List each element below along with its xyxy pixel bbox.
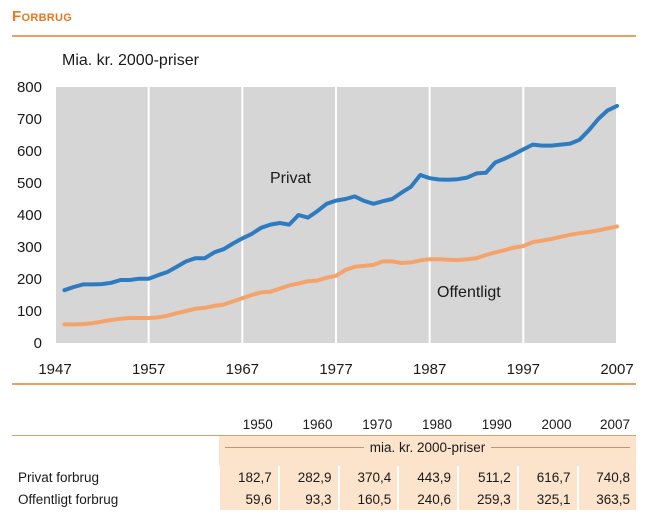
year-header: 1990 [458, 413, 518, 436]
unit-row-spacer [12, 436, 219, 467]
table-cell: 363,5 [576, 488, 636, 510]
table-cell: 93,3 [277, 488, 339, 510]
table-cell: 282,9 [277, 466, 339, 488]
y-tick-label: 100 [17, 303, 42, 320]
x-tick-label: 1967 [226, 361, 259, 378]
x-tick-label: 1947 [38, 361, 71, 378]
year-header: 2007 [577, 413, 636, 436]
table-header-row: 1950 1960 1970 1980 1990 2000 2007 [12, 413, 636, 436]
series-lines [62, 103, 619, 327]
series-label-offentligt: Offentligt [437, 284, 501, 301]
x-tick-label: 1957 [132, 361, 165, 378]
unit-row-cell: mia. kr. 2000-priser [219, 435, 636, 466]
x-tick-label: 1987 [413, 361, 446, 378]
y-tick-label: 300 [17, 239, 42, 256]
consumption-table: 1950 1960 1970 1980 1990 2000 2007 mia. … [12, 413, 636, 510]
grid-lines [54, 87, 618, 343]
x-tick-label: 1997 [507, 361, 540, 378]
unit-row: mia. kr. 2000-priser [12, 435, 636, 467]
y-axis-label: Mia. kr. 2000-priser [62, 52, 199, 69]
table-cell: 59,6 [218, 488, 279, 510]
y-tick-label: 800 [17, 79, 42, 96]
series-label-privat: Privat [270, 170, 311, 187]
row-label: Offentligt forbrug [18, 491, 119, 507]
table-cell: 370,4 [337, 466, 399, 488]
table-cell: 240,6 [397, 488, 458, 510]
year-header: 1960 [278, 413, 339, 436]
y-tick-label: 700 [17, 111, 42, 128]
table-cell: 616,7 [516, 466, 578, 488]
y-tick-label: 600 [17, 143, 42, 160]
heading-divider [12, 35, 636, 37]
section-heading: Forbrug [12, 8, 73, 25]
year-header: 1950 [219, 413, 279, 436]
y-tick-label: 500 [17, 175, 42, 192]
x-tick-labels: 1947 1957 1967 1977 1987 1997 2007 [38, 361, 633, 378]
row-label: Privat forbrug [18, 469, 100, 485]
table-cell: 511,2 [457, 466, 518, 488]
table-cell: 740,8 [576, 466, 636, 488]
table-row: Offentligt forbrug 59,6 93,3 160,5 240,6… [12, 488, 636, 510]
table-cell: 182,7 [218, 466, 279, 488]
year-header: 1980 [398, 413, 458, 436]
year-header: 2000 [517, 413, 578, 436]
y-tick-label: 200 [17, 271, 42, 288]
year-header: 1970 [338, 413, 399, 436]
offentligt-series-line [62, 224, 619, 327]
x-tick-label: 2007 [600, 361, 633, 378]
table-cell: 259,3 [457, 488, 518, 510]
table-cell: 443,9 [397, 466, 458, 488]
y-tick-label: 400 [17, 207, 42, 224]
table-row: Privat forbrug 182,7 282,9 370,4 443,9 5… [12, 466, 636, 488]
y-tick-labels: 0 100 200 300 400 500 600 700 800 [17, 79, 42, 352]
y-tick-label: 0 [34, 335, 42, 352]
table-cell: 160,5 [337, 488, 399, 510]
x-tick-label: 1977 [319, 361, 352, 378]
table-cell: 325,1 [516, 488, 578, 510]
table-top-divider [12, 383, 636, 385]
table-corner [12, 413, 219, 436]
table-unit-label: mia. kr. 2000-priser [363, 440, 492, 455]
privat-series-line [62, 103, 619, 293]
